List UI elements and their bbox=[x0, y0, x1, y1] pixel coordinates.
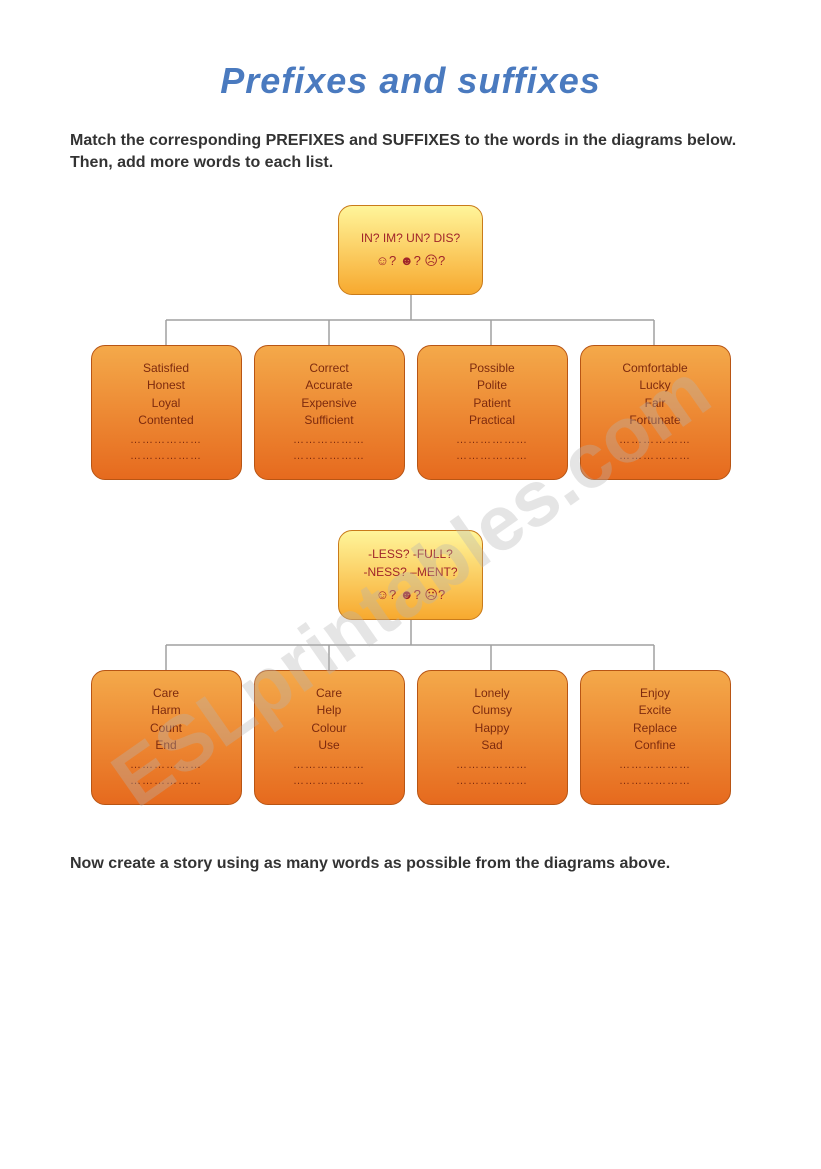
suffix-child-node: CareHarmCountEnd ……………… ……………… bbox=[91, 670, 242, 805]
prefix-word: Satisfied bbox=[98, 360, 235, 377]
suffix-blank-line: ……………… ……………… bbox=[98, 758, 235, 790]
prefix-word: Contented bbox=[98, 412, 235, 429]
suffix-root-label-1: -LESS? -FULL? bbox=[368, 545, 453, 563]
prefix-blank-line: ……………… ……………… bbox=[261, 433, 398, 465]
prefix-word: Honest bbox=[98, 377, 235, 394]
prefix-child-node: ComfortableLuckyFairFortunate ……………… …………… bbox=[580, 345, 731, 480]
suffix-word: Care bbox=[98, 685, 235, 702]
suffix-word: Clumsy bbox=[424, 702, 561, 719]
suffix-word: Sad bbox=[424, 737, 561, 754]
suffix-connector bbox=[91, 620, 731, 670]
prefix-child-node: SatisfiedHonestLoyalContented ……………… …………… bbox=[91, 345, 242, 480]
suffix-child-node: EnjoyExciteReplaceConfine ……………… ……………… bbox=[580, 670, 731, 805]
suffix-word: Help bbox=[261, 702, 398, 719]
prefix-children-row: SatisfiedHonestLoyalContented ……………… …………… bbox=[91, 345, 731, 480]
suffix-word: Count bbox=[98, 720, 235, 737]
suffix-diagram: -LESS? -FULL? -NESS? –MENT? ☺? ☻? ☹? Car… bbox=[91, 530, 731, 805]
prefix-blank-line: ……………… ……………… bbox=[98, 433, 235, 465]
suffix-word: Harm bbox=[98, 702, 235, 719]
suffix-word: Confine bbox=[587, 737, 724, 754]
prefix-child-node: CorrectAccurateExpensiveSufficient ………………… bbox=[254, 345, 405, 480]
suffix-blank-line: ……………… ……………… bbox=[587, 758, 724, 790]
prefix-child-node: PossiblePolitePatientPractical ……………… ………… bbox=[417, 345, 568, 480]
prefix-root-node: IN? IM? UN? DIS? ☺? ☻? ☹? bbox=[338, 205, 483, 295]
prefix-word: Fortunate bbox=[587, 412, 724, 429]
prefix-root-label: IN? IM? UN? DIS? bbox=[361, 229, 460, 247]
prefix-word: Comfortable bbox=[587, 360, 724, 377]
suffix-word: End bbox=[98, 737, 235, 754]
suffix-word: Enjoy bbox=[587, 685, 724, 702]
suffix-word: Happy bbox=[424, 720, 561, 737]
suffix-word: Care bbox=[261, 685, 398, 702]
suffix-root-emojis: ☺? ☻? ☹? bbox=[376, 585, 445, 605]
suffix-root-node: -LESS? -FULL? -NESS? –MENT? ☺? ☻? ☹? bbox=[338, 530, 483, 620]
suffix-children-row: CareHarmCountEnd……………… ………………CareHelpCol… bbox=[91, 670, 731, 805]
prefix-word: Fair bbox=[587, 395, 724, 412]
prefix-word: Loyal bbox=[98, 395, 235, 412]
prefix-word: Patient bbox=[424, 395, 561, 412]
suffix-word: Lonely bbox=[424, 685, 561, 702]
prefix-connector bbox=[91, 295, 731, 345]
prefix-word: Practical bbox=[424, 412, 561, 429]
page: Prefixes and suffixes Match the correspo… bbox=[0, 0, 821, 913]
suffix-blank-line: ……………… ……………… bbox=[424, 758, 561, 790]
instruction-text: Match the corresponding PREFIXES and SUF… bbox=[70, 130, 751, 175]
prefix-word: Sufficient bbox=[261, 412, 398, 429]
prefix-diagram: IN? IM? UN? DIS? ☺? ☻? ☹? SatisfiedHones… bbox=[91, 205, 731, 480]
prefix-word: Lucky bbox=[587, 377, 724, 394]
suffix-child-node: CareHelpColourUse ……………… ……………… bbox=[254, 670, 405, 805]
page-title: Prefixes and suffixes bbox=[70, 60, 751, 102]
prefix-word: Accurate bbox=[261, 377, 398, 394]
prefix-blank-line: ……………… ……………… bbox=[424, 433, 561, 465]
suffix-word: Use bbox=[261, 737, 398, 754]
suffix-word: Excite bbox=[587, 702, 724, 719]
prefix-word: Possible bbox=[424, 360, 561, 377]
footer-instruction: Now create a story using as many words a… bbox=[70, 855, 751, 873]
suffix-word: Replace bbox=[587, 720, 724, 737]
suffix-blank-line: ……………… ……………… bbox=[261, 758, 398, 790]
prefix-word: Polite bbox=[424, 377, 561, 394]
prefix-root-emojis: ☺? ☻? ☹? bbox=[376, 251, 445, 271]
prefix-blank-line: ……………… ……………… bbox=[587, 433, 724, 465]
suffix-root-label-2: -NESS? –MENT? bbox=[363, 563, 457, 581]
prefix-word: Correct bbox=[261, 360, 398, 377]
suffix-word: Colour bbox=[261, 720, 398, 737]
suffix-child-node: LonelyClumsyHappySad ……………… ……………… bbox=[417, 670, 568, 805]
prefix-word: Expensive bbox=[261, 395, 398, 412]
